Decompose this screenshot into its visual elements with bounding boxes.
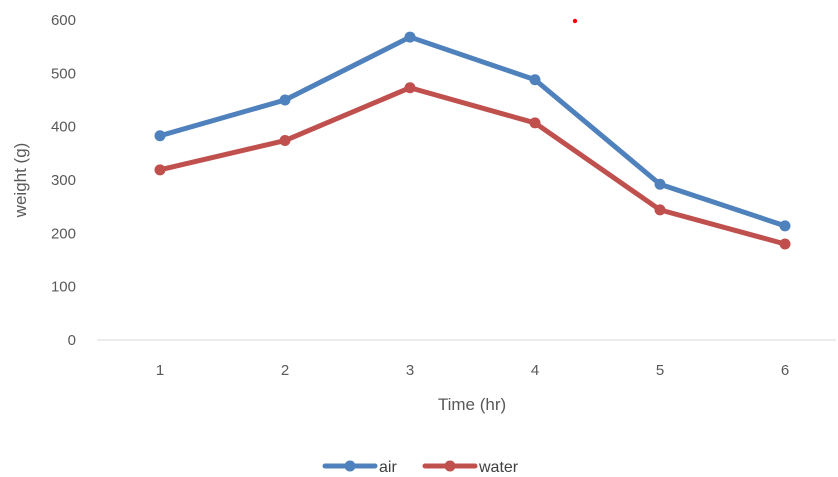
y-tick-label: 400	[51, 119, 76, 136]
series-line-air	[157, 34, 788, 229]
red-dot-mark	[572, 18, 578, 24]
y-tick-label: 100	[51, 279, 76, 296]
data-point-air	[529, 74, 541, 86]
data-point-air	[404, 31, 416, 43]
y-tick-label: 600	[51, 12, 76, 29]
data-point-water	[279, 135, 291, 147]
x-tick-label: 3	[406, 362, 414, 379]
x-tick-label: 4	[531, 362, 539, 379]
x-axis-title: Time (hr)	[438, 395, 506, 414]
data-point-water	[529, 117, 541, 129]
y-tick-label: 300	[51, 172, 76, 189]
data-series	[154, 31, 791, 250]
legend-swatch-marker	[344, 460, 356, 472]
y-tick-label: 0	[68, 332, 76, 349]
legend-swatch-marker	[444, 460, 456, 472]
data-point-water	[654, 204, 666, 216]
x-axis-ticks: 1 2 3 4 5 6	[156, 362, 789, 379]
data-point-air	[279, 94, 291, 106]
data-point-water	[404, 82, 416, 94]
data-point-air	[779, 220, 791, 232]
data-point-water	[779, 238, 791, 250]
series-line-water	[157, 85, 788, 247]
x-tick-label: 6	[781, 362, 789, 379]
x-tick-label: 5	[656, 362, 664, 379]
y-tick-label: 200	[51, 225, 76, 242]
y-axis-ticks: 0 100 200 300 400 500 600	[51, 12, 76, 349]
x-tick-label: 2	[281, 362, 289, 379]
data-point-air	[154, 130, 166, 142]
data-point-water	[154, 164, 166, 176]
data-point-air	[654, 178, 666, 190]
legend-label: air	[379, 459, 397, 476]
x-tick-label: 1	[156, 362, 164, 379]
legend: air water	[322, 459, 519, 476]
y-tick-label: 500	[51, 65, 76, 82]
legend-label: water	[478, 459, 519, 476]
y-axis-title: weight (g)	[11, 143, 30, 219]
